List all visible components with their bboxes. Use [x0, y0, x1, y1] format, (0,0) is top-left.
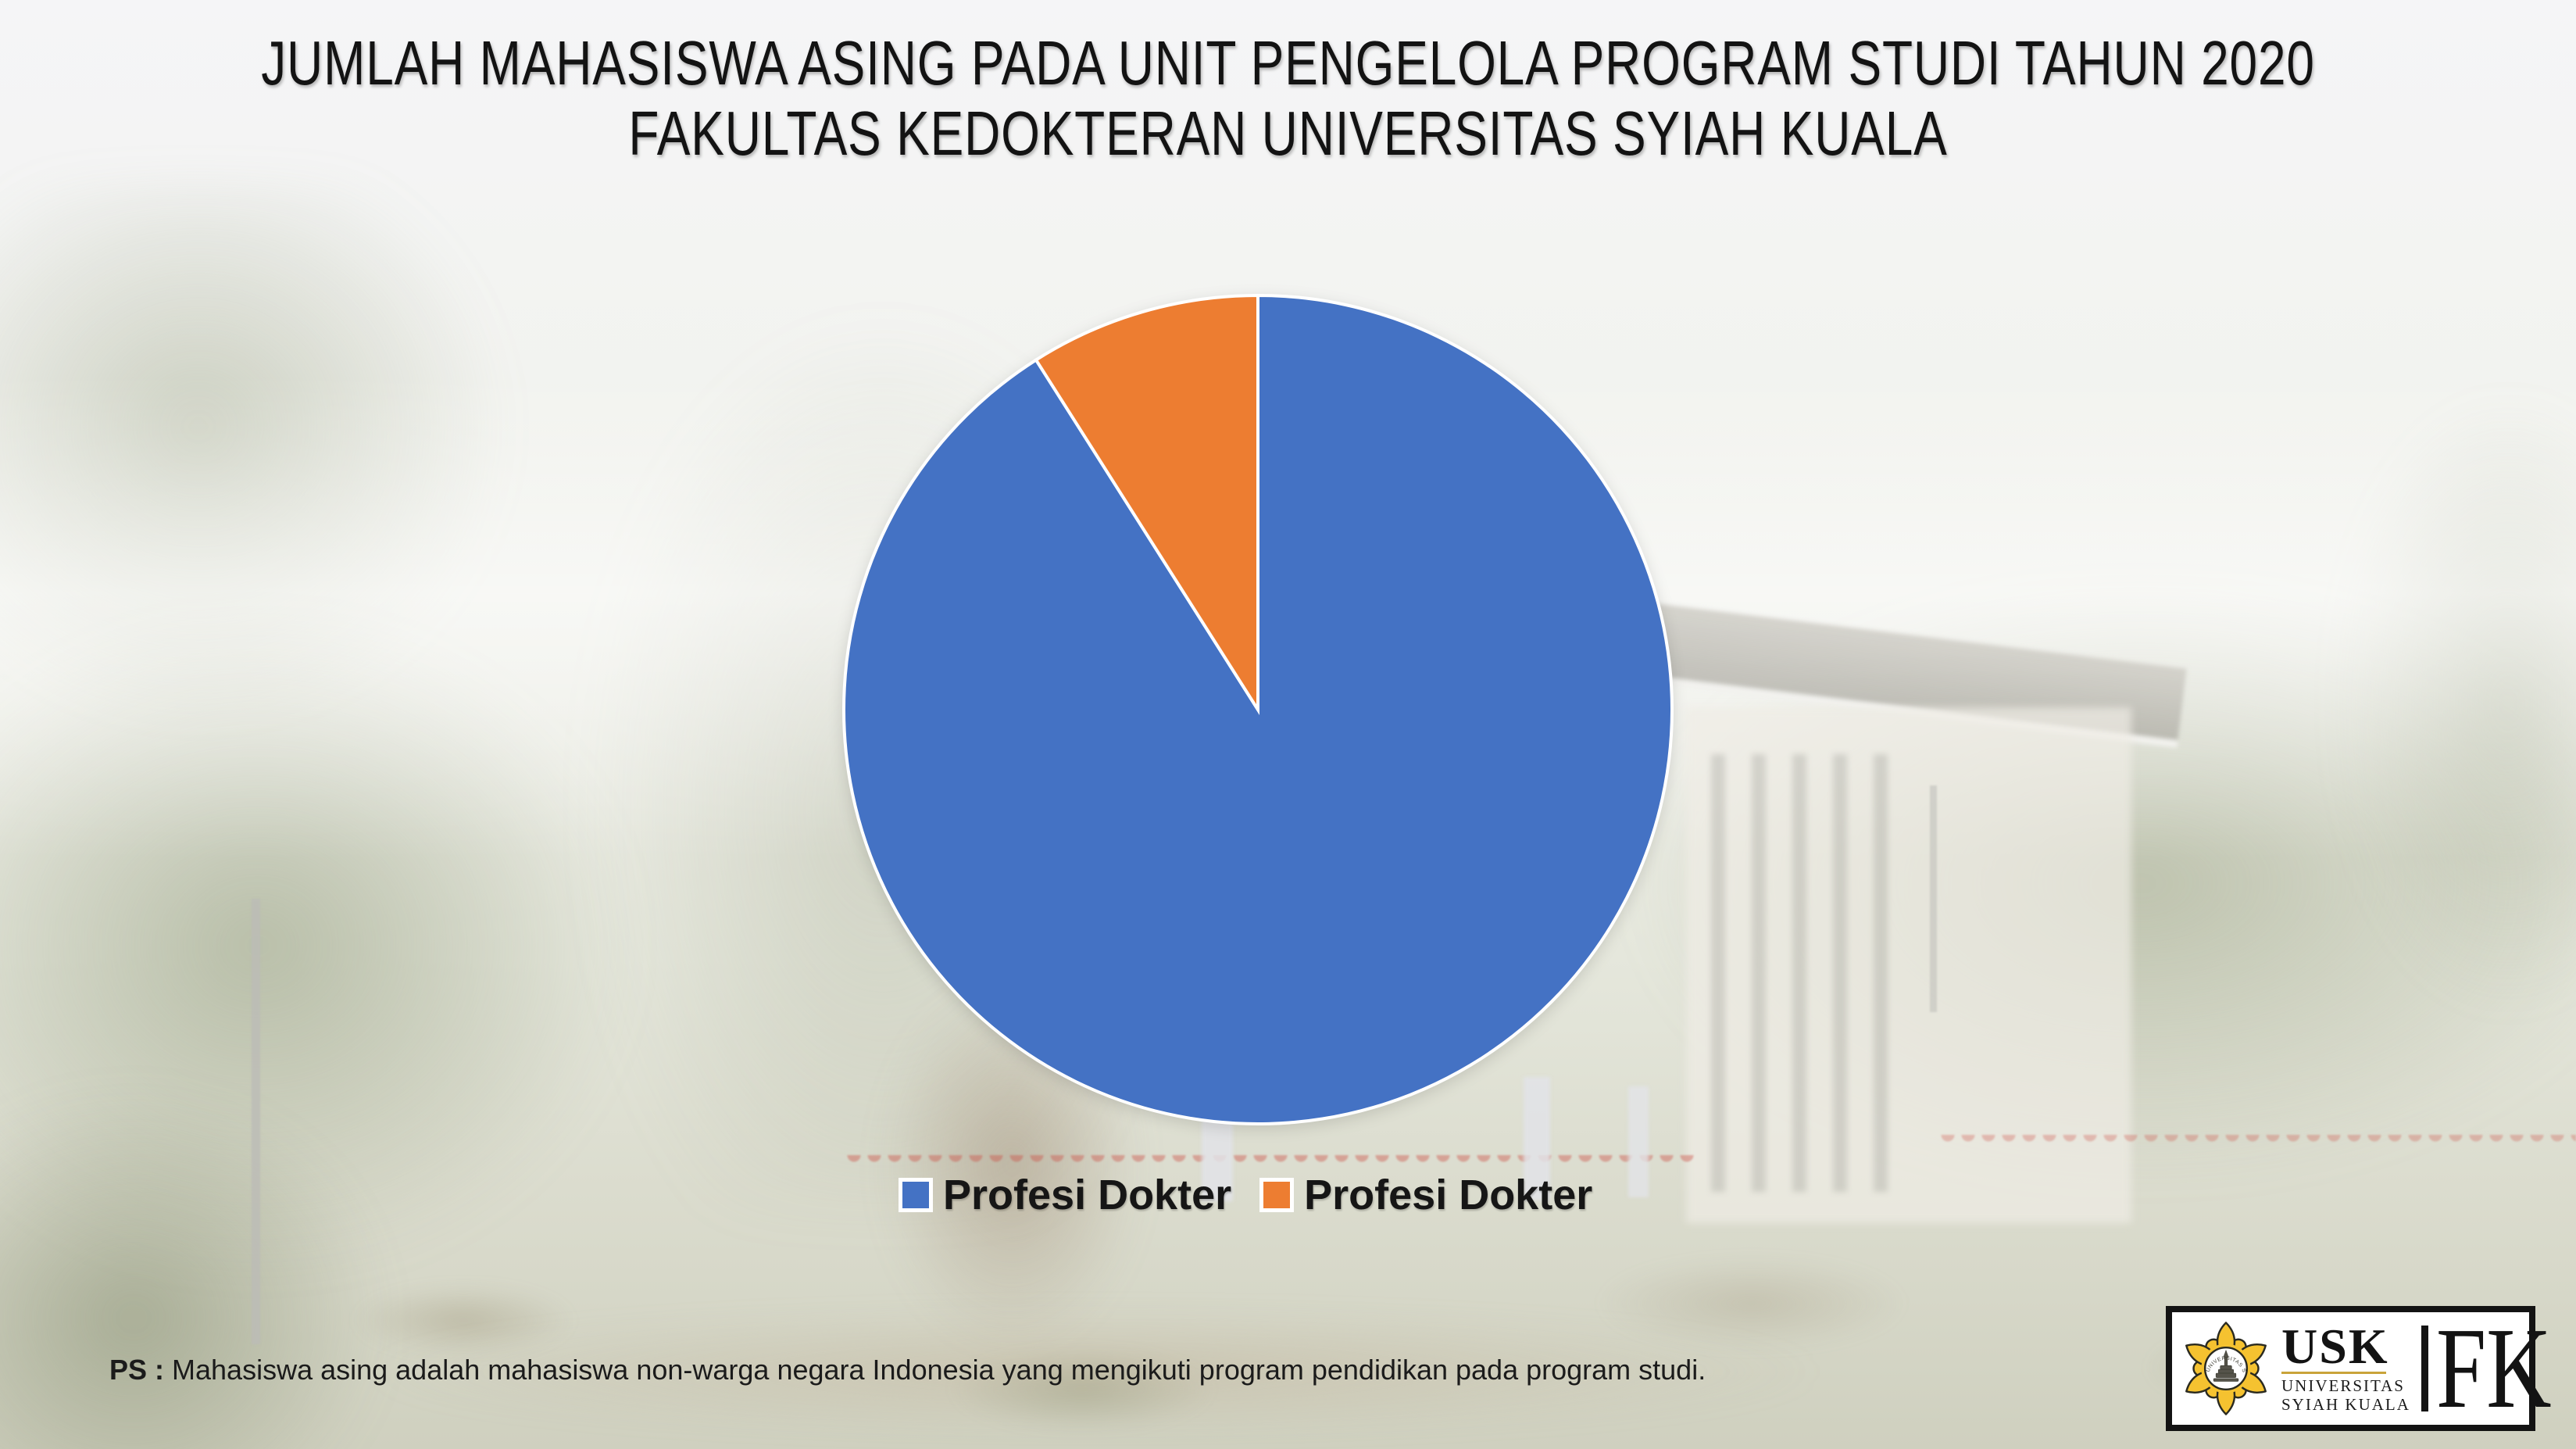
logo-faculty: FK [2435, 1304, 2552, 1433]
pie-slice [1034, 293, 1259, 715]
background-lamp-post [1930, 785, 1937, 1012]
title-line-1: JUMLAH MAHASISWA ASING PADA UNIT PENGELO… [261, 28, 2315, 98]
background-trees-far-right [2344, 406, 2576, 1000]
background-building-windows [1711, 754, 1906, 1192]
background-trees-top-left [0, 188, 508, 719]
background-trees-right [1641, 594, 2576, 1172]
background-trees-left [0, 625, 625, 1266]
footnote: PS : Mahasiswa asing adalah mahasiswa non… [109, 1354, 1706, 1386]
background-red-bunting [1938, 1135, 2576, 1147]
legend-swatch-blue [899, 1178, 933, 1212]
logo-acronym: USK [2281, 1318, 2389, 1374]
logo-university-line1: UNIVERSITAS [2281, 1376, 2405, 1395]
logo-vertical-divider [2421, 1326, 2428, 1411]
emblem-monument [2213, 1349, 2239, 1382]
logo-text-block: USK UNIVERSITAS SYIAH KUALA [2281, 1318, 2410, 1414]
legend-label-orange: Profesi Dokter [1304, 1172, 1593, 1218]
logo-university-line2: SYIAH KUALA [2281, 1394, 2410, 1414]
legend-swatch-orange [1259, 1178, 1295, 1212]
background-building-roof [1626, 601, 2187, 748]
legend-item-orange: Profesi Dokter [1259, 1171, 1592, 1219]
background-bush-bottom-left [0, 1094, 383, 1449]
legend-item-blue: Profesi Dokter [899, 1171, 1231, 1219]
background-red-bunting [844, 1155, 1695, 1168]
usk-flower-emblem-icon: UNIVERSITAS SYIAH KUALA [2185, 1322, 2267, 1415]
footnote-text: Mahasiswa asing adalah mahasiswa non-war… [172, 1354, 1706, 1386]
pie-chart-svg [842, 293, 1674, 1125]
title-line-2: FAKULTAS KEDOKTERAN UNIVERSITAS SYIAH KU… [628, 98, 1948, 168]
logo-gold-divider [2281, 1371, 2386, 1374]
background-building-wall [1686, 707, 2131, 1223]
slide-title: JUMLAH MAHASISWA ASING PADA UNIT PENGELO… [0, 28, 2576, 169]
pie-chart [838, 290, 1677, 1129]
chart-legend: Profesi Dokter Profesi Dokter [899, 1171, 1592, 1219]
usk-fk-logo: UNIVERSITAS SYIAH KUALA USK UNIVERSITAS … [2166, 1306, 2552, 1431]
background-flagpole [252, 899, 260, 1344]
legend-label-blue: Profesi Dokter [943, 1172, 1232, 1218]
footnote-prefix: PS : [109, 1354, 165, 1386]
